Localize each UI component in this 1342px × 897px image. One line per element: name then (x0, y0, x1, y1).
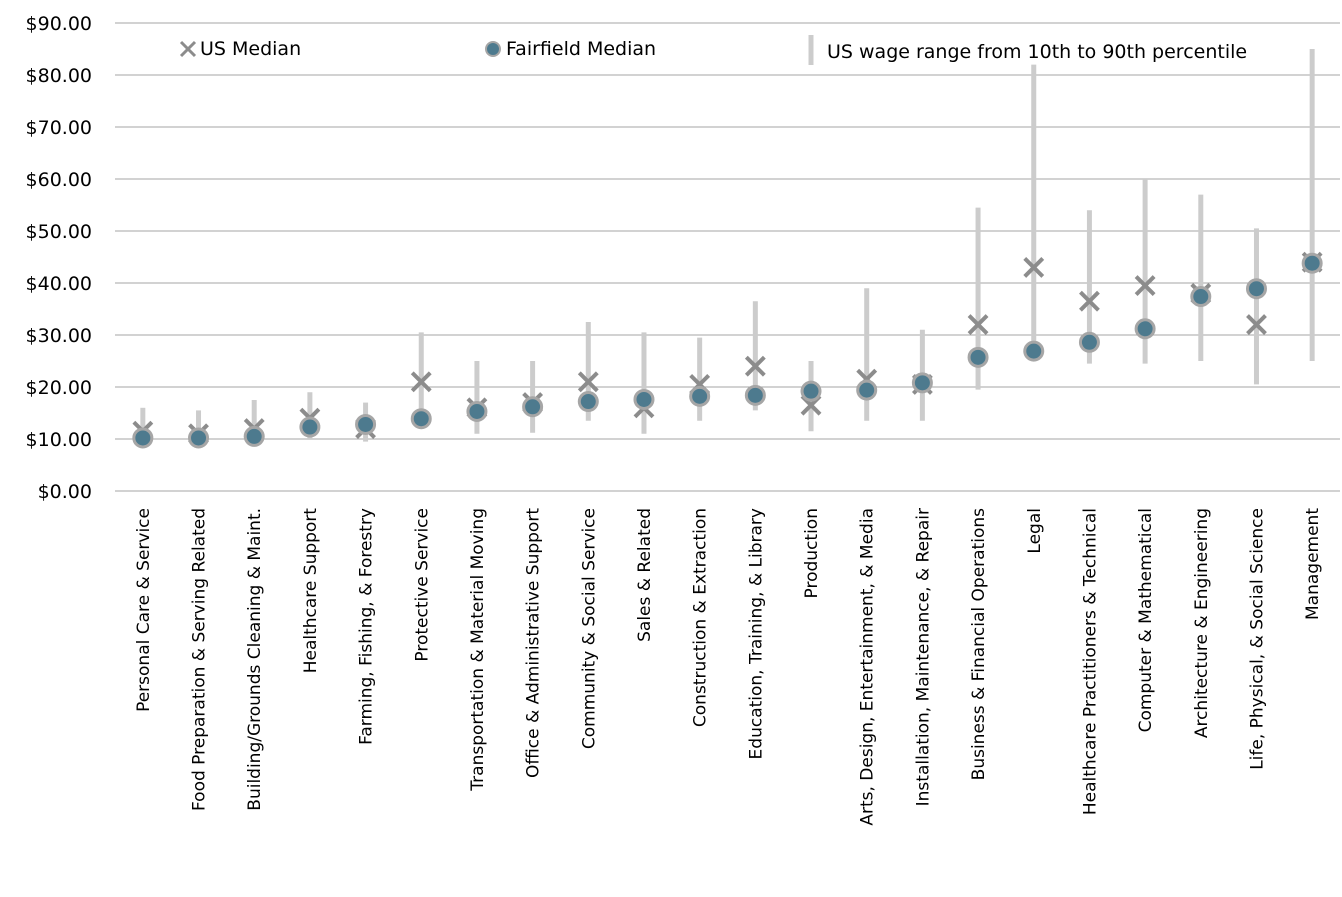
x-category-label: Computer & Mathematical (1136, 508, 1156, 732)
us-median-marker (410, 371, 432, 393)
fairfield-median-markers (132, 252, 1323, 449)
fairfield-median-marker (188, 427, 210, 449)
fairfield-median-marker (911, 372, 933, 394)
us-median-marker (1079, 290, 1100, 312)
x-category-label: Office & Administrative Support (524, 508, 544, 778)
y-tick-label: $70.00 (26, 117, 92, 139)
legend-item-fairfield-median: Fairfield Median (485, 38, 656, 60)
x-category-label: Building/Grounds Cleaning & Maint. (245, 508, 265, 811)
fairfield-median-marker (1078, 331, 1100, 353)
legend-x-marker-icon (179, 40, 197, 58)
x-category-label: Farming, Fishing, & Forestry (357, 508, 377, 745)
fairfield-median-marker (522, 396, 544, 418)
us-median-marker (1134, 275, 1156, 297)
x-category-label: Food Preparation & Serving Related (190, 508, 210, 811)
legend: US Median Fairfield Median US wage range… (179, 35, 1247, 65)
x-category-label: Business & Financial Operations (969, 508, 989, 780)
fairfield-median-marker (1245, 278, 1267, 300)
us-median-marker (1023, 256, 1045, 278)
legend-label-us-median: US Median (200, 38, 301, 60)
x-category-label: Construction & Extraction (691, 508, 711, 727)
fairfield-median-marker (1301, 252, 1323, 274)
x-category-label: Transportation & Material Moving (468, 508, 488, 792)
y-tick-label: $30.00 (26, 325, 92, 347)
fairfield-median-marker (410, 408, 432, 430)
fairfield-median-marker (299, 416, 321, 438)
y-tick-label: $40.00 (26, 273, 92, 295)
fairfield-median-marker (744, 384, 766, 406)
fairfield-median-marker (633, 388, 655, 410)
x-category-label: Education, Training, & Library (746, 508, 766, 759)
fairfield-median-marker (466, 400, 488, 422)
legend-label-fairfield-median: Fairfield Median (506, 38, 656, 60)
x-axis-category-labels: Personal Care & Service Food Preparation … (134, 508, 1323, 826)
x-category-label: Personal Care & Service (134, 508, 154, 712)
x-category-label: Legal (1025, 508, 1045, 554)
x-category-label: Production (802, 508, 822, 598)
x-category-label: Sales & Related (635, 508, 655, 642)
x-category-label: Life, Physical, & Social Science (1247, 508, 1267, 770)
fairfield-median-marker (1190, 286, 1212, 308)
us-median-marker (744, 355, 766, 377)
legend-item-range: US wage range from 10th to 90th percenti… (808, 35, 1247, 65)
fairfield-median-marker (967, 346, 989, 368)
x-category-label: Healthcare Support (301, 508, 321, 674)
fairfield-median-marker (132, 427, 154, 449)
y-tick-label: $20.00 (26, 377, 92, 399)
legend-dot-marker-icon (485, 41, 501, 57)
x-category-label: Healthcare Practitioners & Technical (1080, 508, 1100, 815)
x-category-label: Community & Social Service (579, 508, 599, 749)
y-tick-label: $80.00 (26, 65, 92, 87)
y-axis-tick-labels: $0.00 $10.00 $20.00 $30.00 $40.00 $50.00 $60.0… (26, 13, 92, 503)
gridlines (115, 22, 1340, 492)
y-tick-label: $50.00 (26, 221, 92, 243)
fairfield-median-marker (355, 413, 377, 435)
fairfield-median-marker (243, 425, 265, 447)
y-tick-label: $0.00 (38, 481, 92, 503)
y-tick-label: $10.00 (26, 429, 92, 451)
us-median-marker (967, 314, 989, 336)
fairfield-median-marker (689, 385, 711, 407)
fairfield-median-marker (1134, 318, 1156, 340)
x-category-label: Architecture & Engineering (1192, 508, 1212, 738)
y-tick-label: $60.00 (26, 169, 92, 191)
x-category-label: Arts, Design, Entertainment, & Media (858, 508, 878, 826)
fairfield-median-marker (577, 391, 599, 413)
us-median-marker (1246, 314, 1267, 336)
x-category-label: Installation, Maintenance, & Repair (913, 508, 933, 806)
x-category-label: Protective Service (412, 508, 432, 662)
legend-item-us-median: US Median (179, 38, 301, 60)
fairfield-median-marker (800, 380, 822, 402)
y-tick-label: $90.00 (26, 13, 92, 35)
fairfield-median-marker (856, 379, 878, 401)
us-median-marker (577, 371, 599, 393)
x-category-label: Management (1303, 508, 1323, 620)
legend-label-range: US wage range from 10th to 90th percenti… (827, 41, 1247, 63)
fairfield-median-marker (1023, 340, 1045, 362)
